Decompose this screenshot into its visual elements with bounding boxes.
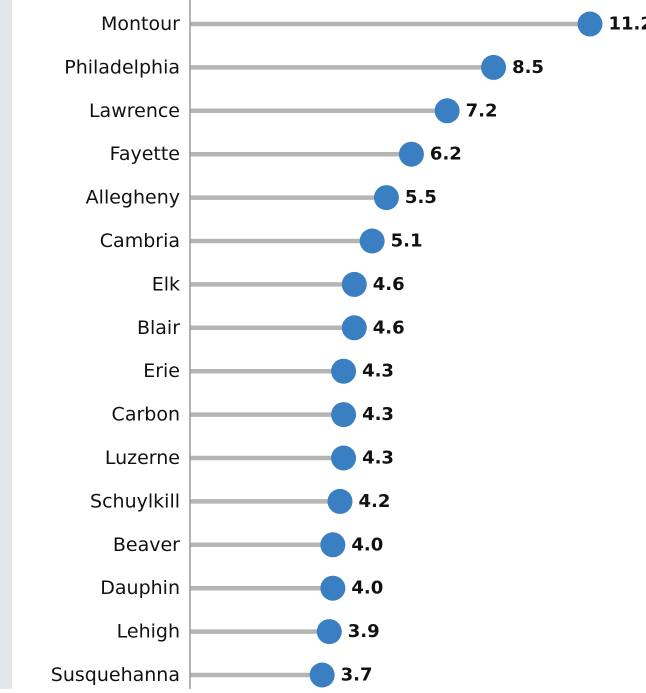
category-label-blair: Blair: [137, 317, 180, 339]
value-label-beaver: 4.0: [351, 534, 383, 555]
category-label-lehigh: Lehigh: [117, 621, 180, 643]
value-label-blair: 4.6: [373, 317, 405, 338]
category-labels-group: Montour Philadelphia Lawrence Fayette Allegh…: [51, 13, 180, 686]
category-label-elk: Elk: [152, 273, 180, 295]
value-label-allegheny: 5.5: [405, 187, 437, 208]
left-edge-bar: [0, 0, 12, 689]
dot-lawrence: [435, 98, 460, 123]
dot-beaver: [320, 532, 345, 557]
value-label-lawrence: 7.2: [466, 100, 498, 121]
value-label-cambria: 5.1: [391, 231, 423, 252]
category-label-beaver: Beaver: [113, 534, 180, 556]
value-label-luzerne: 4.3: [362, 448, 394, 469]
dot-fayette: [399, 142, 424, 167]
value-label-philadelphia: 8.5: [512, 57, 544, 78]
value-labels-group: 11.2 8.5 7.2 6.2 5.5 5.1 4.6 4.6 4.3 4.3 4.3 4.2 4.0…: [341, 14, 646, 686]
category-label-erie: Erie: [143, 360, 180, 382]
category-label-philadelphia: Philadelphia: [64, 56, 180, 78]
category-label-susquehanna: Susquehanna: [51, 664, 180, 686]
value-label-lehigh: 3.9: [348, 621, 380, 642]
dot-lehigh: [317, 619, 342, 644]
category-label-luzerne: Luzerne: [105, 447, 180, 469]
dot-allegheny: [374, 185, 399, 210]
dot-philadelphia: [481, 55, 506, 80]
dot-luzerne: [331, 446, 356, 471]
value-label-schuylkill: 4.2: [359, 491, 391, 512]
dot-susquehanna: [310, 663, 335, 688]
value-label-carbon: 4.3: [362, 404, 394, 425]
value-label-elk: 4.6: [373, 274, 405, 295]
dot-erie: [331, 359, 356, 384]
category-label-allegheny: Allegheny: [86, 187, 180, 209]
stems-group: [190, 24, 590, 675]
category-label-fayette: Fayette: [110, 143, 180, 165]
value-label-susquehanna: 3.7: [341, 665, 373, 686]
dot-dauphin: [320, 576, 345, 601]
category-label-montour: Montour: [101, 13, 180, 35]
dot-cambria: [360, 229, 385, 254]
dot-carbon: [331, 402, 356, 427]
dot-elk: [342, 272, 367, 297]
value-label-montour: 11.2: [609, 14, 646, 35]
category-label-cambria: Cambria: [100, 230, 180, 252]
value-label-dauphin: 4.0: [351, 578, 383, 599]
value-label-erie: 4.3: [362, 361, 394, 382]
dot-blair: [342, 315, 367, 340]
category-label-lawrence: Lawrence: [89, 100, 180, 122]
dot-montour: [578, 12, 603, 37]
category-label-carbon: Carbon: [112, 404, 180, 426]
dot-schuylkill: [328, 489, 353, 514]
category-label-dauphin: Dauphin: [100, 577, 180, 599]
value-label-fayette: 6.2: [430, 144, 462, 165]
category-label-schuylkill: Schuylkill: [90, 490, 180, 512]
